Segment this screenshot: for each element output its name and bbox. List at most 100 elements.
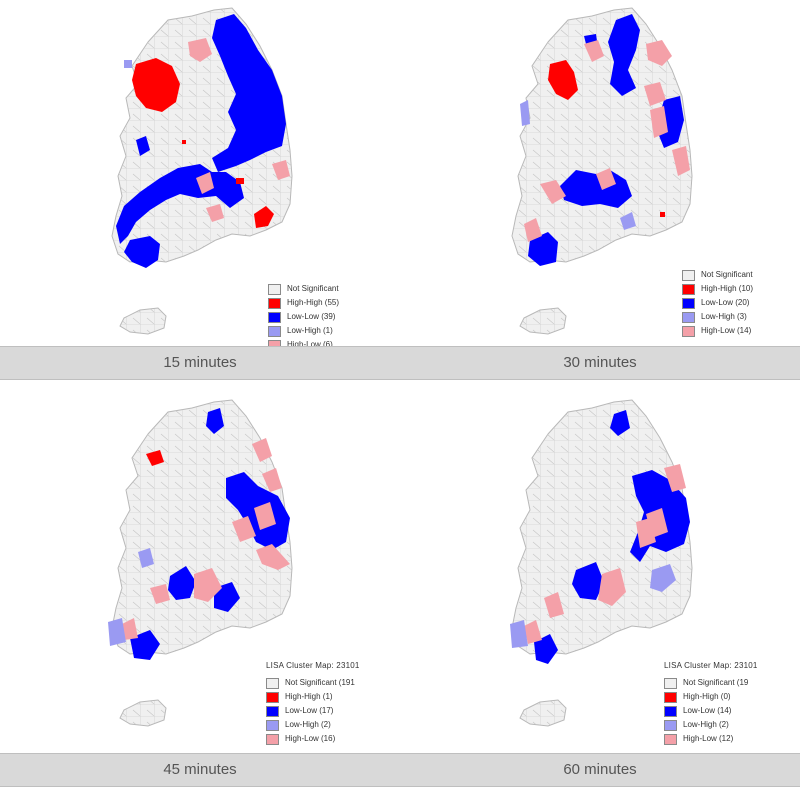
low-low-cluster-northeast — [608, 14, 640, 96]
legend-item-low-high: Low-High (2) — [266, 718, 360, 732]
legend-swatch — [664, 691, 677, 703]
legend-30min: Not Significant High-High (10) Low-Low (20… — [682, 268, 753, 338]
legend-swatch — [664, 719, 677, 731]
high-low-cluster-southwest — [524, 218, 542, 242]
legend-label: Low-Low (20) — [701, 298, 750, 307]
legend-swatch — [682, 283, 695, 295]
high-low-cluster-southwest — [524, 620, 542, 644]
legend-label: High-High (10) — [701, 284, 754, 293]
low-high-cluster-southwest — [510, 620, 528, 648]
high-high-cluster-southeast — [254, 206, 274, 228]
high-low-cluster-northeast — [252, 438, 272, 462]
high-low-cluster-east-2 — [644, 82, 666, 106]
legend-title: LISA Cluster Map: 23101 — [664, 661, 758, 670]
high-low-cluster-center — [540, 180, 566, 204]
korea-map-45min — [108, 399, 293, 727]
legend-label: High-High (0) — [683, 692, 731, 701]
high-low-cluster-west — [150, 584, 170, 604]
korea-map-60min — [510, 399, 693, 727]
legend-item-high-low: High-Low (14) — [682, 324, 753, 338]
legend-item-low-high: Low-High (1) — [268, 324, 339, 338]
legend-swatch — [682, 325, 695, 337]
legend-item-high-high: High-High (10) — [682, 282, 753, 296]
legend-item-not-significant: Not Significant — [682, 268, 753, 282]
legend-swatch — [664, 733, 677, 745]
legend-45min: LISA Cluster Map: 23101 Not Significant (… — [266, 662, 360, 746]
legend-swatch — [266, 705, 279, 717]
high-high-cluster-dot — [660, 212, 665, 217]
high-low-cluster-southwest — [122, 618, 138, 640]
legend-swatch — [682, 269, 695, 281]
legend-item-not-significant: Not Significant (19 — [664, 676, 758, 690]
legend-item-low-low: Low-Low (17) — [266, 704, 360, 718]
legend-label: High-High (1) — [285, 692, 333, 701]
low-low-cluster-center — [168, 566, 196, 600]
legend-swatch — [268, 297, 281, 309]
legend-item-low-low: Low-Low (39) — [268, 310, 339, 324]
high-low-cluster-southeast — [256, 544, 290, 570]
high-low-cluster-east-3 — [232, 516, 256, 542]
map-panel-45min: LISA Cluster Map: 23101 Not Significant (… — [0, 392, 398, 752]
legend-swatch — [268, 325, 281, 337]
high-low-cluster-center — [194, 568, 222, 602]
legend-item-high-low: High-Low (12) — [664, 732, 758, 746]
high-high-cluster-capital — [146, 450, 164, 466]
low-low-cluster-center — [572, 562, 604, 600]
low-low-cluster-small — [136, 136, 150, 156]
high-low-cluster-east-2 — [254, 502, 276, 530]
low-low-cluster-southwest — [528, 232, 558, 266]
low-high-cluster-west — [124, 60, 132, 68]
legend-label: High-Low (12) — [683, 734, 734, 743]
caption-bar-bottom: 45 minutes 60 minutes — [0, 753, 800, 787]
legend-swatch — [664, 705, 677, 717]
high-low-cluster-north — [188, 38, 212, 62]
high-low-cluster-south — [206, 204, 224, 222]
legend-label: High-Low (16) — [285, 734, 336, 743]
high-high-cluster-mid — [236, 178, 244, 184]
korea-map-15min — [111, 7, 293, 335]
low-high-cluster-south — [650, 564, 676, 592]
legend-swatch — [664, 677, 677, 689]
legend-label: Not Significant (191 — [285, 678, 355, 687]
low-high-cluster-west — [138, 548, 154, 568]
legend-label: Low-Low (17) — [285, 706, 334, 715]
low-low-cluster-east — [212, 14, 286, 172]
low-low-cluster-southwest — [534, 634, 558, 664]
high-high-cluster-capital — [132, 58, 180, 112]
legend-swatch — [266, 733, 279, 745]
legend-item-low-low: Low-Low (20) — [682, 296, 753, 310]
high-high-cluster-dot — [182, 140, 186, 144]
high-low-cluster-southeast — [672, 146, 690, 176]
legend-label: Low-Low (14) — [683, 706, 732, 715]
low-high-cluster-southwest — [108, 618, 126, 646]
legend-label: Low-High (3) — [701, 312, 747, 321]
legend-swatch — [266, 677, 279, 689]
high-low-cluster-east-1 — [646, 40, 672, 66]
high-low-cluster-east-1 — [262, 468, 282, 492]
legend-swatch — [682, 297, 695, 309]
legend-label: Low-High (2) — [683, 720, 729, 729]
legend-item-low-high: Low-High (2) — [664, 718, 758, 732]
legend-item-not-significant: Not Significant (191 — [266, 676, 360, 690]
high-low-cluster-northwest — [584, 40, 604, 62]
legend-label: Not Significant — [701, 270, 753, 279]
legend-label: Not Significant (19 — [683, 678, 749, 687]
legend-item-not-significant: Not Significant — [268, 282, 339, 296]
legend-swatch — [268, 311, 281, 323]
legend-swatch — [268, 283, 281, 295]
legend-label: Low-High (1) — [287, 326, 333, 335]
high-low-cluster-south — [598, 568, 626, 606]
legend-swatch — [266, 719, 279, 731]
legend-label: Low-High (2) — [285, 720, 331, 729]
low-low-cluster-north — [610, 410, 630, 436]
legend-item-high-high: High-High (0) — [664, 690, 758, 704]
legend-item-low-low: Low-Low (14) — [664, 704, 758, 718]
legend-label: High-Low (14) — [701, 326, 752, 335]
caption-45min: 45 minutes — [163, 761, 237, 778]
legend-label: Not Significant — [287, 284, 339, 293]
legend-swatch — [266, 691, 279, 703]
legend-item-high-high: High-High (1) — [266, 690, 360, 704]
legend-swatch — [682, 311, 695, 323]
high-high-cluster-capital — [548, 60, 578, 100]
legend-item-low-high: Low-High (3) — [682, 310, 753, 324]
